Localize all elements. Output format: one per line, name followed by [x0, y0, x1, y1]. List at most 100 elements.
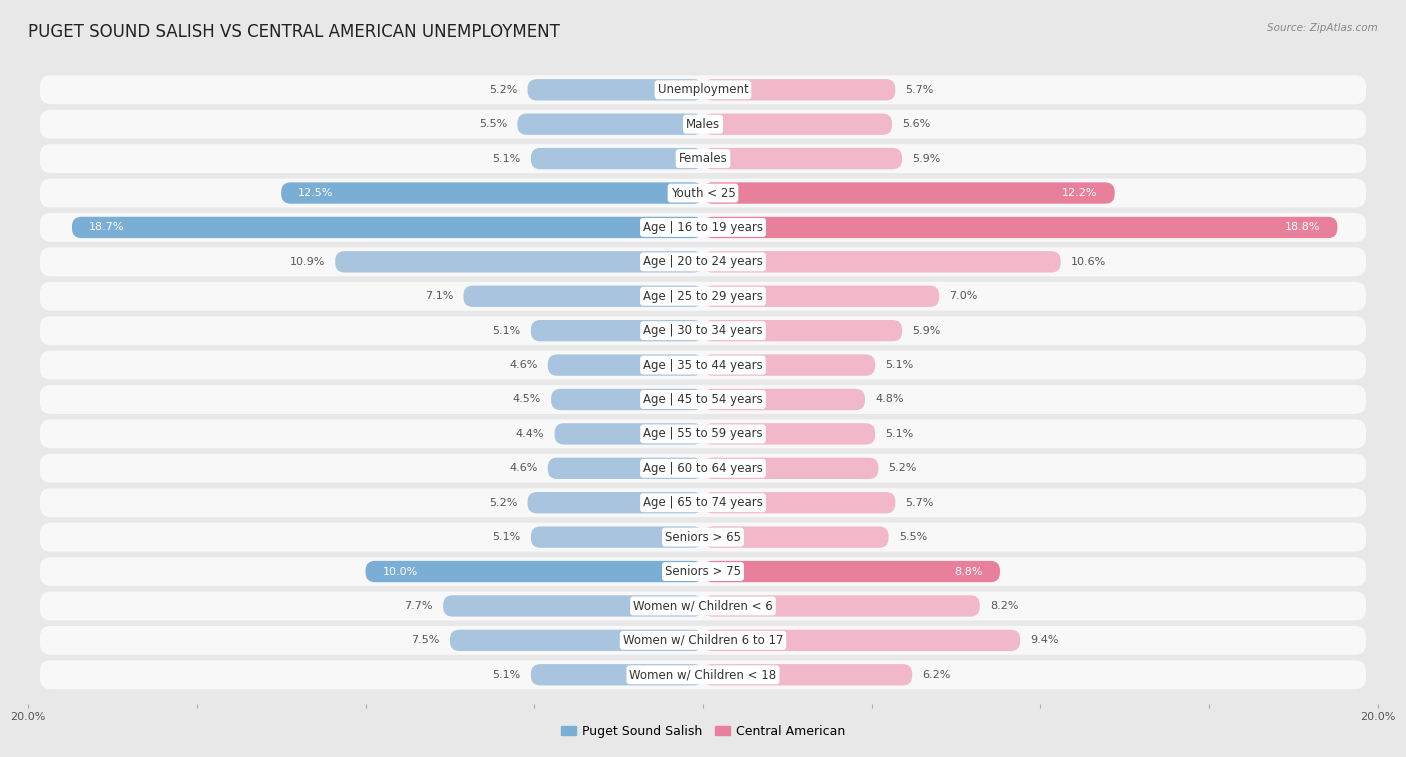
- Text: 8.2%: 8.2%: [990, 601, 1018, 611]
- Text: 5.2%: 5.2%: [489, 497, 517, 508]
- FancyBboxPatch shape: [335, 251, 703, 273]
- Text: 5.1%: 5.1%: [492, 154, 520, 164]
- FancyBboxPatch shape: [703, 148, 903, 170]
- FancyBboxPatch shape: [703, 526, 889, 548]
- FancyBboxPatch shape: [39, 213, 1367, 242]
- FancyBboxPatch shape: [703, 595, 980, 617]
- Text: 4.8%: 4.8%: [875, 394, 904, 404]
- FancyBboxPatch shape: [703, 664, 912, 685]
- FancyBboxPatch shape: [551, 389, 703, 410]
- Legend: Puget Sound Salish, Central American: Puget Sound Salish, Central American: [555, 720, 851, 743]
- Text: 12.5%: 12.5%: [298, 188, 333, 198]
- FancyBboxPatch shape: [531, 320, 703, 341]
- Text: Seniors > 75: Seniors > 75: [665, 565, 741, 578]
- Text: 10.9%: 10.9%: [290, 257, 325, 267]
- FancyBboxPatch shape: [554, 423, 703, 444]
- Text: Age | 20 to 24 years: Age | 20 to 24 years: [643, 255, 763, 268]
- Text: Age | 45 to 54 years: Age | 45 to 54 years: [643, 393, 763, 406]
- FancyBboxPatch shape: [703, 114, 891, 135]
- FancyBboxPatch shape: [72, 217, 703, 238]
- FancyBboxPatch shape: [703, 492, 896, 513]
- Text: PUGET SOUND SALISH VS CENTRAL AMERICAN UNEMPLOYMENT: PUGET SOUND SALISH VS CENTRAL AMERICAN U…: [28, 23, 560, 41]
- FancyBboxPatch shape: [39, 419, 1367, 448]
- FancyBboxPatch shape: [39, 248, 1367, 276]
- Text: 5.1%: 5.1%: [886, 429, 914, 439]
- FancyBboxPatch shape: [548, 354, 703, 375]
- FancyBboxPatch shape: [39, 179, 1367, 207]
- FancyBboxPatch shape: [517, 114, 703, 135]
- FancyBboxPatch shape: [703, 79, 896, 101]
- FancyBboxPatch shape: [703, 285, 939, 307]
- Text: 5.1%: 5.1%: [492, 532, 520, 542]
- FancyBboxPatch shape: [39, 144, 1367, 173]
- Text: 8.8%: 8.8%: [955, 566, 983, 577]
- Text: 5.1%: 5.1%: [886, 360, 914, 370]
- Text: 10.0%: 10.0%: [382, 566, 418, 577]
- Text: 4.4%: 4.4%: [516, 429, 544, 439]
- FancyBboxPatch shape: [39, 316, 1367, 345]
- Text: 7.5%: 7.5%: [412, 635, 440, 646]
- FancyBboxPatch shape: [443, 595, 703, 617]
- FancyBboxPatch shape: [464, 285, 703, 307]
- Text: 5.5%: 5.5%: [898, 532, 927, 542]
- FancyBboxPatch shape: [527, 79, 703, 101]
- FancyBboxPatch shape: [39, 660, 1367, 689]
- Text: 5.5%: 5.5%: [479, 119, 508, 129]
- FancyBboxPatch shape: [703, 217, 1337, 238]
- Text: 5.2%: 5.2%: [489, 85, 517, 95]
- Text: Age | 16 to 19 years: Age | 16 to 19 years: [643, 221, 763, 234]
- FancyBboxPatch shape: [703, 251, 1060, 273]
- FancyBboxPatch shape: [527, 492, 703, 513]
- FancyBboxPatch shape: [39, 76, 1367, 104]
- FancyBboxPatch shape: [703, 389, 865, 410]
- FancyBboxPatch shape: [366, 561, 703, 582]
- Text: Females: Females: [679, 152, 727, 165]
- Text: 5.7%: 5.7%: [905, 497, 934, 508]
- Text: 5.1%: 5.1%: [492, 670, 520, 680]
- FancyBboxPatch shape: [531, 664, 703, 685]
- FancyBboxPatch shape: [548, 458, 703, 479]
- Text: Women w/ Children 6 to 17: Women w/ Children 6 to 17: [623, 634, 783, 646]
- FancyBboxPatch shape: [703, 354, 875, 375]
- FancyBboxPatch shape: [703, 182, 1115, 204]
- Text: Males: Males: [686, 118, 720, 131]
- Text: 5.9%: 5.9%: [912, 154, 941, 164]
- Text: Youth < 25: Youth < 25: [671, 186, 735, 200]
- FancyBboxPatch shape: [39, 385, 1367, 414]
- Text: Age | 30 to 34 years: Age | 30 to 34 years: [643, 324, 763, 337]
- Text: 5.2%: 5.2%: [889, 463, 917, 473]
- FancyBboxPatch shape: [39, 282, 1367, 310]
- Text: 7.7%: 7.7%: [405, 601, 433, 611]
- Text: 5.6%: 5.6%: [903, 119, 931, 129]
- FancyBboxPatch shape: [39, 557, 1367, 586]
- Text: Age | 60 to 64 years: Age | 60 to 64 years: [643, 462, 763, 475]
- Text: 7.1%: 7.1%: [425, 291, 453, 301]
- Text: Age | 55 to 59 years: Age | 55 to 59 years: [643, 428, 763, 441]
- FancyBboxPatch shape: [703, 320, 903, 341]
- Text: 9.4%: 9.4%: [1031, 635, 1059, 646]
- Text: Source: ZipAtlas.com: Source: ZipAtlas.com: [1267, 23, 1378, 33]
- Text: 18.7%: 18.7%: [89, 223, 124, 232]
- Text: Unemployment: Unemployment: [658, 83, 748, 96]
- FancyBboxPatch shape: [39, 591, 1367, 621]
- FancyBboxPatch shape: [703, 561, 1000, 582]
- FancyBboxPatch shape: [450, 630, 703, 651]
- FancyBboxPatch shape: [39, 626, 1367, 655]
- Text: Women w/ Children < 18: Women w/ Children < 18: [630, 668, 776, 681]
- Text: 5.7%: 5.7%: [905, 85, 934, 95]
- FancyBboxPatch shape: [703, 458, 879, 479]
- FancyBboxPatch shape: [531, 148, 703, 170]
- Text: 4.6%: 4.6%: [509, 360, 537, 370]
- Text: 5.1%: 5.1%: [492, 326, 520, 335]
- Text: 4.5%: 4.5%: [513, 394, 541, 404]
- FancyBboxPatch shape: [39, 454, 1367, 483]
- FancyBboxPatch shape: [703, 630, 1021, 651]
- FancyBboxPatch shape: [39, 110, 1367, 139]
- Text: 10.6%: 10.6%: [1071, 257, 1107, 267]
- Text: 18.8%: 18.8%: [1285, 223, 1320, 232]
- Text: 12.2%: 12.2%: [1063, 188, 1098, 198]
- Text: Seniors > 65: Seniors > 65: [665, 531, 741, 544]
- Text: Age | 35 to 44 years: Age | 35 to 44 years: [643, 359, 763, 372]
- FancyBboxPatch shape: [39, 522, 1367, 552]
- FancyBboxPatch shape: [531, 526, 703, 548]
